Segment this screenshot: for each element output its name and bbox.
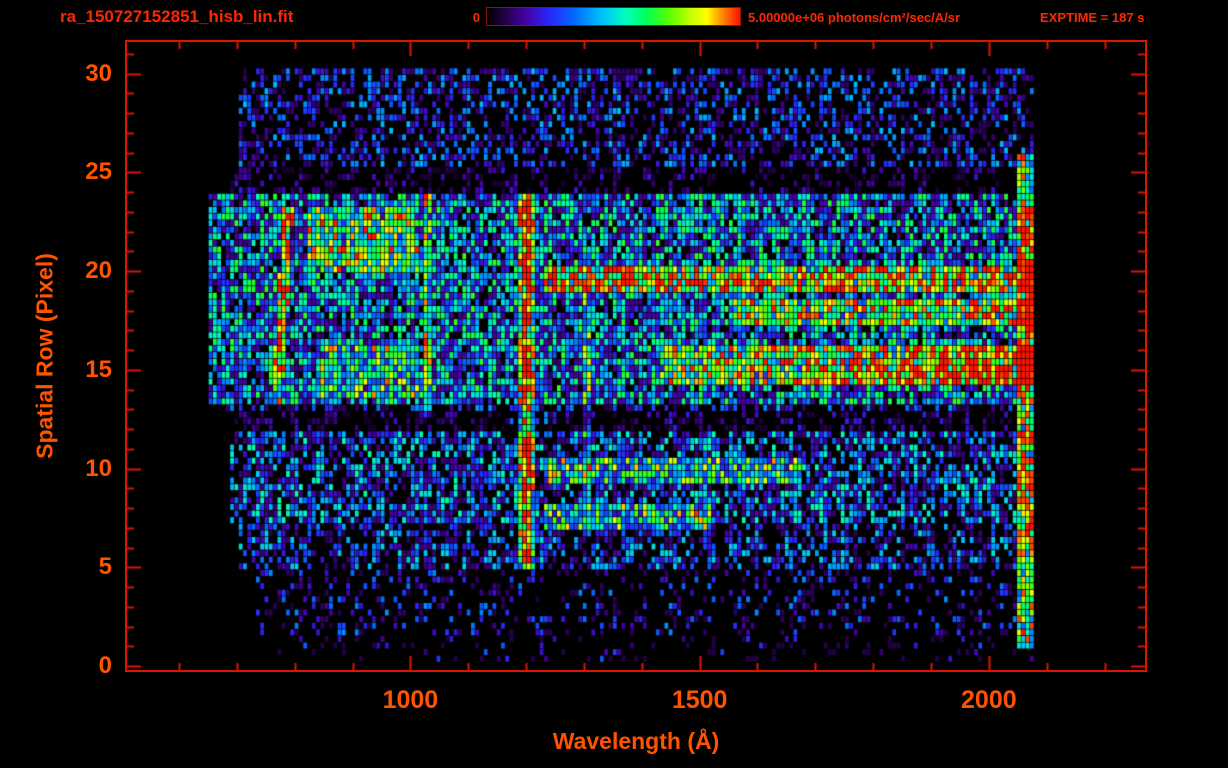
x-axis-title: Wavelength (Å) (552, 728, 720, 754)
y-tick-label-15: 15 (85, 355, 112, 383)
y-tick-label-25: 25 (85, 158, 112, 186)
spectrogram-heatmap (127, 42, 1145, 670)
y-tick-label-20: 20 (85, 257, 112, 285)
colorbar (486, 7, 741, 26)
y-tick-label-5: 5 (98, 553, 112, 581)
y-tick-label-30: 30 (85, 59, 112, 87)
colorbar-min-label: 0 (472, 10, 480, 25)
exptime-label: EXPTIME = 187 s (1040, 10, 1145, 25)
filename-label: ra_150727152851_hisb_lin.fit (60, 7, 294, 26)
y-axis-title: Spatial Row (Pixel) (31, 253, 58, 459)
x-tick-label-2000: 2000 (961, 686, 1017, 714)
colorbar-max-label: 5.00000e+06 photons/cm²/sec/A/sr (748, 10, 961, 25)
x-tick-label-1000: 1000 (382, 686, 439, 714)
y-tick-label-10: 10 (85, 454, 112, 482)
x-tick-label-1500: 1500 (671, 686, 728, 714)
y-tick-label-0: 0 (98, 652, 112, 680)
